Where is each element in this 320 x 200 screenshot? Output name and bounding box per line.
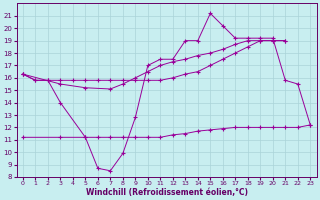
X-axis label: Windchill (Refroidissement éolien,°C): Windchill (Refroidissement éolien,°C) xyxy=(85,188,248,197)
